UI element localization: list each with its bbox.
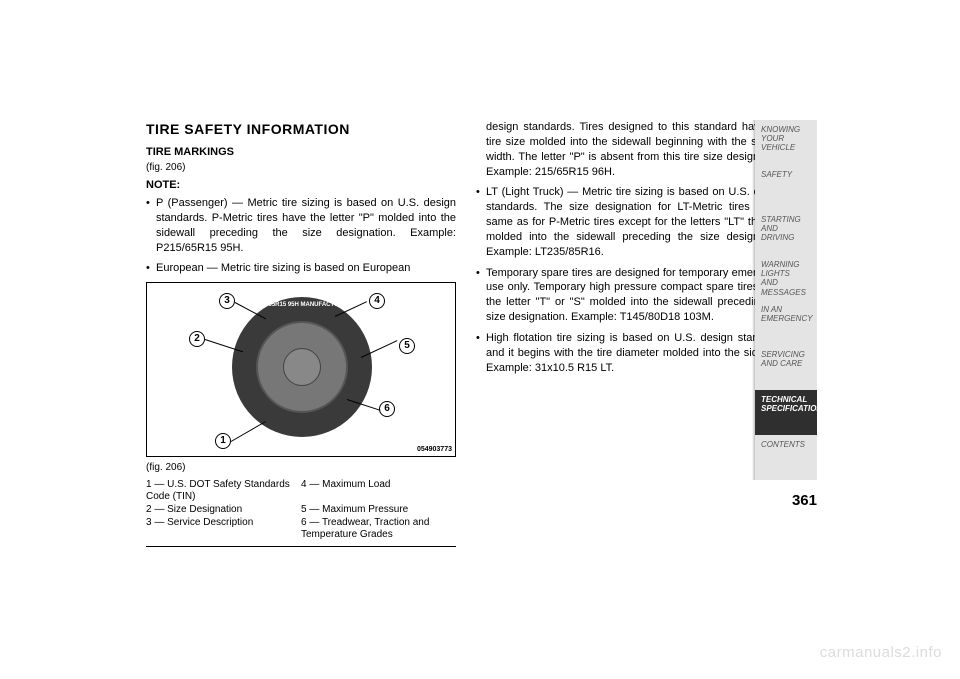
legend-cell: 2 — Size Designation [146, 504, 301, 517]
right-bullet-list: LT (Light Truck) — Metric tire sizing is… [476, 185, 786, 375]
continuation-paragraph: design standards. Tires designed to this… [476, 120, 786, 179]
figure-reference: (fig. 206) [146, 161, 456, 175]
legend-cell: 5 — Maximum Pressure [301, 504, 456, 517]
tab-safety[interactable]: SAFETY [755, 165, 817, 210]
left-bullet-list: P (Passenger) — Metric tire sizing is ba… [146, 196, 456, 276]
legend-table: 1 — U.S. DOT Safety Standards Code (TIN)… [146, 479, 456, 542]
tab-contents[interactable]: CONTENTS [755, 435, 817, 480]
note-label: NOTE: [146, 178, 456, 193]
tab-label: STARTINGANDDRIVING [761, 215, 801, 242]
tab-label: WARNINGLIGHTSANDMESSAGES [761, 260, 806, 297]
tire-figure: P215/65R15 95H MANUFACTURER 1 2 3 4 5 6 … [146, 282, 456, 457]
tab-label: SAFETY [761, 170, 792, 179]
section-heading: TIRE SAFETY INFORMATION [146, 120, 456, 139]
tab-label: TECHNICALSPECIFICATIONS [761, 395, 828, 413]
content-columns: TIRE SAFETY INFORMATION TIRE MARKINGS (f… [146, 120, 786, 547]
tab-warning-lights-and-messages[interactable]: WARNINGLIGHTSANDMESSAGES [755, 255, 817, 300]
callout-2: 2 [189, 331, 205, 347]
manual-page: TIRE SAFETY INFORMATION TIRE MARKINGS (f… [0, 0, 960, 679]
figure-code: 054903773 [417, 445, 452, 454]
bullet-item: High flotation tire sizing is based on U… [476, 331, 786, 376]
tab-label: SERVICINGAND CARE [761, 350, 805, 368]
legend-row: 3 — Service Description 6 — Treadwear, T… [146, 517, 456, 542]
tab-label: CONTENTS [761, 440, 805, 449]
callout-1: 1 [215, 433, 231, 449]
legend-row: 1 — U.S. DOT Safety Standards Code (TIN)… [146, 479, 456, 504]
left-column: TIRE SAFETY INFORMATION TIRE MARKINGS (f… [146, 120, 456, 547]
tab-technical-specifications[interactable]: TECHNICALSPECIFICATIONS [755, 390, 817, 435]
right-column: design standards. Tires designed to this… [476, 120, 786, 547]
tab-knowing-your-vehicle[interactable]: KNOWINGYOURVEHICLE [755, 120, 817, 165]
legend-cell: 1 — U.S. DOT Safety Standards Code (TIN) [146, 479, 301, 504]
legend-cell: 6 — Treadwear, Traction and Temperature … [301, 517, 456, 542]
tab-in-an-emergency[interactable]: IN ANEMERGENCY [755, 300, 817, 345]
bullet-item: Temporary spare tires are designed for t… [476, 266, 786, 325]
page-number: 361 [792, 492, 817, 509]
tab-label: KNOWINGYOURVEHICLE [761, 125, 800, 152]
callout-4: 4 [369, 293, 385, 309]
figure-legend: (fig. 206) 1 — U.S. DOT Safety Standards… [146, 461, 456, 547]
legend-caption: (fig. 206) [146, 461, 456, 475]
leader-line [231, 421, 266, 442]
sub-heading: TIRE MARKINGS [146, 145, 456, 160]
legend-cell: 3 — Service Description [146, 517, 301, 542]
callout-5: 5 [399, 338, 415, 354]
bullet-item: P (Passenger) — Metric tire sizing is ba… [146, 196, 456, 255]
section-tabs: KNOWINGYOURVEHICLE SAFETY STARTINGANDDRI… [755, 120, 817, 480]
tab-starting-and-driving[interactable]: STARTINGANDDRIVING [755, 210, 817, 255]
bullet-item: LT (Light Truck) — Metric tire sizing is… [476, 185, 786, 259]
watermark: carmanuals2.info [820, 644, 942, 661]
bullet-item: European — Metric tire sizing is based o… [146, 261, 456, 276]
legend-row: 2 — Size Designation 5 — Maximum Pressur… [146, 504, 456, 517]
tab-label: IN ANEMERGENCY [761, 305, 813, 323]
callout-6: 6 [379, 401, 395, 417]
legend-cell: 4 — Maximum Load [301, 479, 456, 504]
tab-servicing-and-care[interactable]: SERVICINGAND CARE [755, 345, 817, 390]
